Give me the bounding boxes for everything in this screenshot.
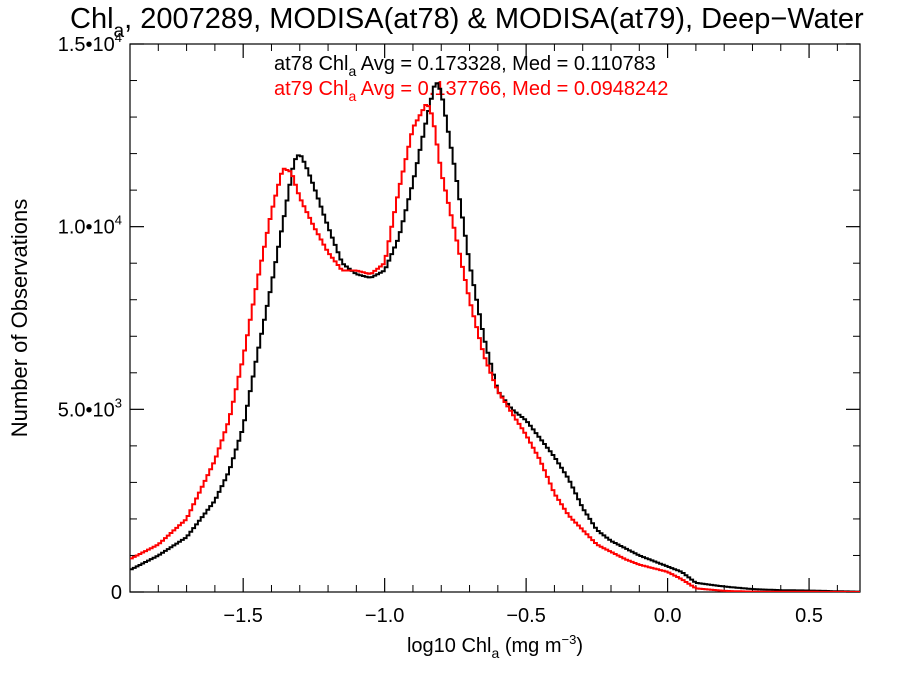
y-tick-label: 1.5•104 bbox=[58, 30, 122, 56]
x-tick-label: 0.5 bbox=[795, 605, 823, 627]
series-line-at79 bbox=[130, 104, 860, 592]
stats-annotations: at78 Chla Avg = 0.173328, Med = 0.110783… bbox=[274, 53, 668, 104]
chart-title: Chla, 2007289, MODISA(at78) & MODISA(at7… bbox=[70, 3, 864, 42]
x-tick-label: −0.5 bbox=[506, 605, 545, 627]
y-tick-label: 1.0•104 bbox=[58, 213, 122, 239]
x-tick-label: −1.0 bbox=[365, 605, 404, 627]
series-lines bbox=[130, 82, 860, 592]
plot-frame bbox=[129, 43, 861, 593]
axis-ticks: −1.5 −1.0 −0.5 0.0 0.5 0 5.0•103 1.0•104 1.5•104 bbox=[58, 30, 860, 627]
y-tick-label: 0 bbox=[111, 582, 122, 604]
x-axis-label: log10 Chla (mg m−3) bbox=[407, 632, 583, 661]
y-tick-label: 5.0•103 bbox=[58, 395, 122, 421]
x-tick-label: 0.0 bbox=[654, 605, 682, 627]
y-axis-label: Number of Observations bbox=[7, 199, 32, 437]
stats-line-1: at78 Chla Avg = 0.173328, Med = 0.110783 bbox=[274, 53, 656, 79]
stats-line-2: at79 Chla Avg = 0.137766, Med = 0.094824… bbox=[274, 78, 668, 104]
x-tick-label: −1.5 bbox=[223, 605, 262, 627]
series-line-at78 bbox=[130, 82, 860, 592]
